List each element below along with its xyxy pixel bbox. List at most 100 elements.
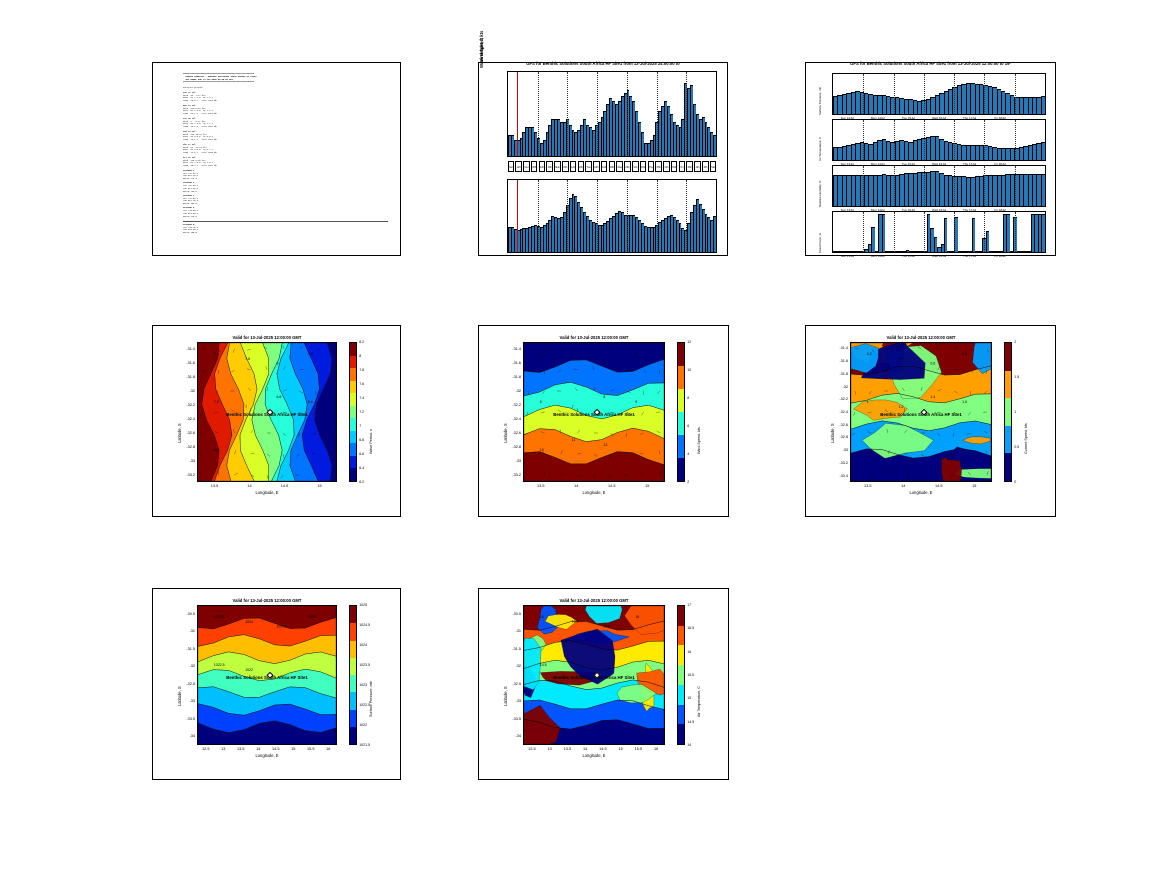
bar (510, 135, 514, 156)
bar (632, 214, 636, 252)
colorbar-segment (1005, 453, 1011, 481)
bar (695, 199, 699, 252)
bar (957, 251, 962, 252)
map-title: Valid for 13-Jul-2025 12:00:00 GMT (886, 335, 956, 340)
bar (681, 119, 685, 156)
bar (947, 142, 953, 160)
bar (943, 141, 948, 160)
bar (872, 142, 878, 160)
bar (534, 132, 537, 156)
bar (617, 100, 621, 156)
bar (912, 100, 918, 114)
x-tick-label: 14 (583, 746, 588, 751)
bar (594, 124, 598, 156)
bar (890, 175, 895, 206)
colorbar-tick-label: 7.2 (359, 410, 365, 414)
bar (1027, 145, 1032, 160)
bar (678, 223, 682, 252)
x-tick-label: 12.5 (528, 746, 536, 751)
contour-label: 1024.5 (214, 615, 225, 619)
report-block-head: Mon 14 Jul (183, 103, 196, 107)
y-axis-label: Latitude, S (503, 423, 508, 443)
colorbar-tick-label: 6 (687, 424, 690, 428)
contour-label: 7 (572, 405, 574, 409)
colorbar-segment (350, 468, 356, 481)
report-line: Wind SW 7-12 kts (183, 93, 206, 97)
bar (623, 214, 627, 252)
report-line: LON 014.95 E (183, 211, 198, 215)
bar (528, 127, 532, 156)
bar (1023, 97, 1028, 114)
bar (522, 228, 526, 252)
bar (661, 220, 665, 252)
colorbar-segment (678, 458, 684, 481)
colorbar (677, 605, 685, 745)
contour-label: 0.4 (899, 357, 904, 361)
report-line: DEPTH 180 m (183, 202, 197, 205)
x-tick-label: 13.5 (237, 746, 245, 751)
colorbar-tick-label: 7.8 (359, 368, 365, 372)
wave-period-map-panel: Valid for 13-Jul-2025 12:00:00 GMT 7.6 7.8… (152, 325, 401, 517)
bar-series (508, 72, 716, 156)
bar (836, 251, 840, 252)
x-tick-label: 16 (654, 746, 659, 751)
bar (921, 100, 926, 114)
bar (934, 136, 940, 160)
colorbar-segment (678, 625, 684, 646)
bar (983, 84, 988, 114)
bar (939, 93, 944, 114)
date-tick-box: 18h (639, 161, 647, 172)
colorbar-segment (1005, 425, 1011, 454)
bar (513, 140, 517, 156)
colorbar-segment (350, 455, 356, 469)
day-label: Fri 18Jul (994, 253, 1006, 258)
bar (1040, 96, 1045, 114)
bar (983, 145, 988, 160)
y-tick-mark (507, 104, 508, 105)
x-tick-label: 15 (317, 483, 322, 488)
bar (701, 116, 705, 156)
current-time-line (517, 72, 519, 156)
y-tick-label: -31.8 (186, 375, 195, 379)
bar (925, 171, 931, 206)
bar (908, 99, 913, 114)
bar (877, 174, 882, 206)
bar (687, 87, 691, 156)
bar (629, 95, 633, 156)
y-axis-label: Latitude, S (177, 423, 182, 443)
x-tick-label: 13 (547, 746, 552, 751)
site-label: Benthic Solutions South Africa HF Site1 (226, 675, 308, 680)
report-block-head: STATION 4 (183, 206, 195, 210)
date-tick-box: Wed (616, 161, 624, 172)
date-tick-box: Tue (585, 161, 592, 172)
report-line: DEPTH 145 m (183, 189, 197, 193)
bar (956, 144, 962, 160)
bar (864, 249, 868, 252)
day-label: Fri 18Jul (994, 115, 1006, 120)
bar (638, 121, 641, 156)
y-axis-label: Latitude, S (177, 686, 182, 706)
bar (1036, 143, 1041, 160)
contour-svg: 2 3 4 5 6 7 8 9 10 11 12 (524, 343, 664, 481)
report-line: Wind SSW 9-15 kts (183, 106, 206, 110)
report-line: Wave Hs 2.8 m Tp 7.6 s (183, 161, 213, 165)
met-subplot-3: 050100 (832, 211, 1046, 253)
day-label: Thu 17Jul (962, 161, 977, 166)
bar (710, 219, 714, 252)
bar (646, 142, 650, 156)
day-label: Tue 15Jul (901, 115, 915, 120)
bar (1030, 213, 1035, 252)
bar (965, 82, 971, 114)
bar (996, 251, 1000, 252)
bar (707, 127, 711, 156)
bar (933, 236, 938, 252)
bar (652, 226, 656, 252)
bar (698, 119, 702, 156)
contour-label: 7.8 (245, 357, 250, 361)
bar (568, 198, 572, 252)
bar (548, 219, 552, 252)
contour-label: 7.6 (214, 352, 219, 356)
bar (640, 223, 644, 252)
colorbar (349, 342, 357, 482)
bar (603, 111, 607, 156)
